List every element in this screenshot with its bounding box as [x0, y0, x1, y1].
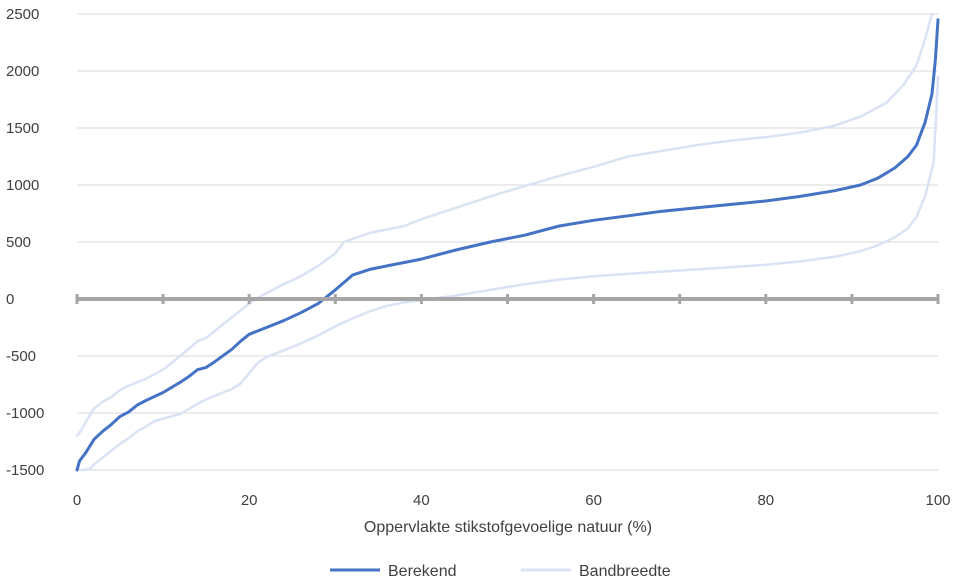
- y-tick-label: 0: [6, 291, 14, 308]
- y-tick-label: 1500: [6, 120, 39, 137]
- y-tick-label: 500: [6, 234, 31, 251]
- series-line-bandbreedte-1: [75, 12, 934, 438]
- y-tick-label: 2000: [6, 63, 39, 80]
- legend: Berekend Bandbreedte: [330, 563, 671, 580]
- y-tick-labels: -1500 -1000 -500 0 500 1000 1500 2000 2500: [6, 6, 44, 479]
- x-tick-label: 100: [925, 492, 950, 509]
- legend-item-berekend: Berekend: [330, 563, 457, 580]
- legend-label: Bandbreedte: [579, 563, 671, 580]
- y-tick-label: 2500: [6, 6, 39, 23]
- x-tick-label: 40: [413, 492, 430, 509]
- series-line-bandbreedte-2: [75, 75, 940, 472]
- x-tick-label: 20: [241, 492, 258, 509]
- y-tick-label: 1000: [6, 177, 39, 194]
- legend-item-bandbreedte: Bandbreedte: [521, 563, 671, 580]
- series-line-berekend: [75, 18, 940, 472]
- x-tick-label: 60: [585, 492, 602, 509]
- x-axis-title: Oppervlakte stikstofgevoelige natuur (%): [364, 519, 652, 536]
- y-tick-label: -1000: [6, 405, 44, 422]
- zero-axis: [75, 294, 940, 304]
- x-tick-labels: 0 20 40 60 80 100: [73, 492, 951, 509]
- legend-label: Berekend: [388, 563, 457, 580]
- series-layer: [75, 12, 940, 472]
- y-tick-label: -1500: [6, 462, 44, 479]
- gridlines: [77, 13, 938, 471]
- x-tick-label: 0: [73, 492, 81, 509]
- y-tick-label: -500: [6, 348, 36, 365]
- x-tick-label: 80: [757, 492, 774, 509]
